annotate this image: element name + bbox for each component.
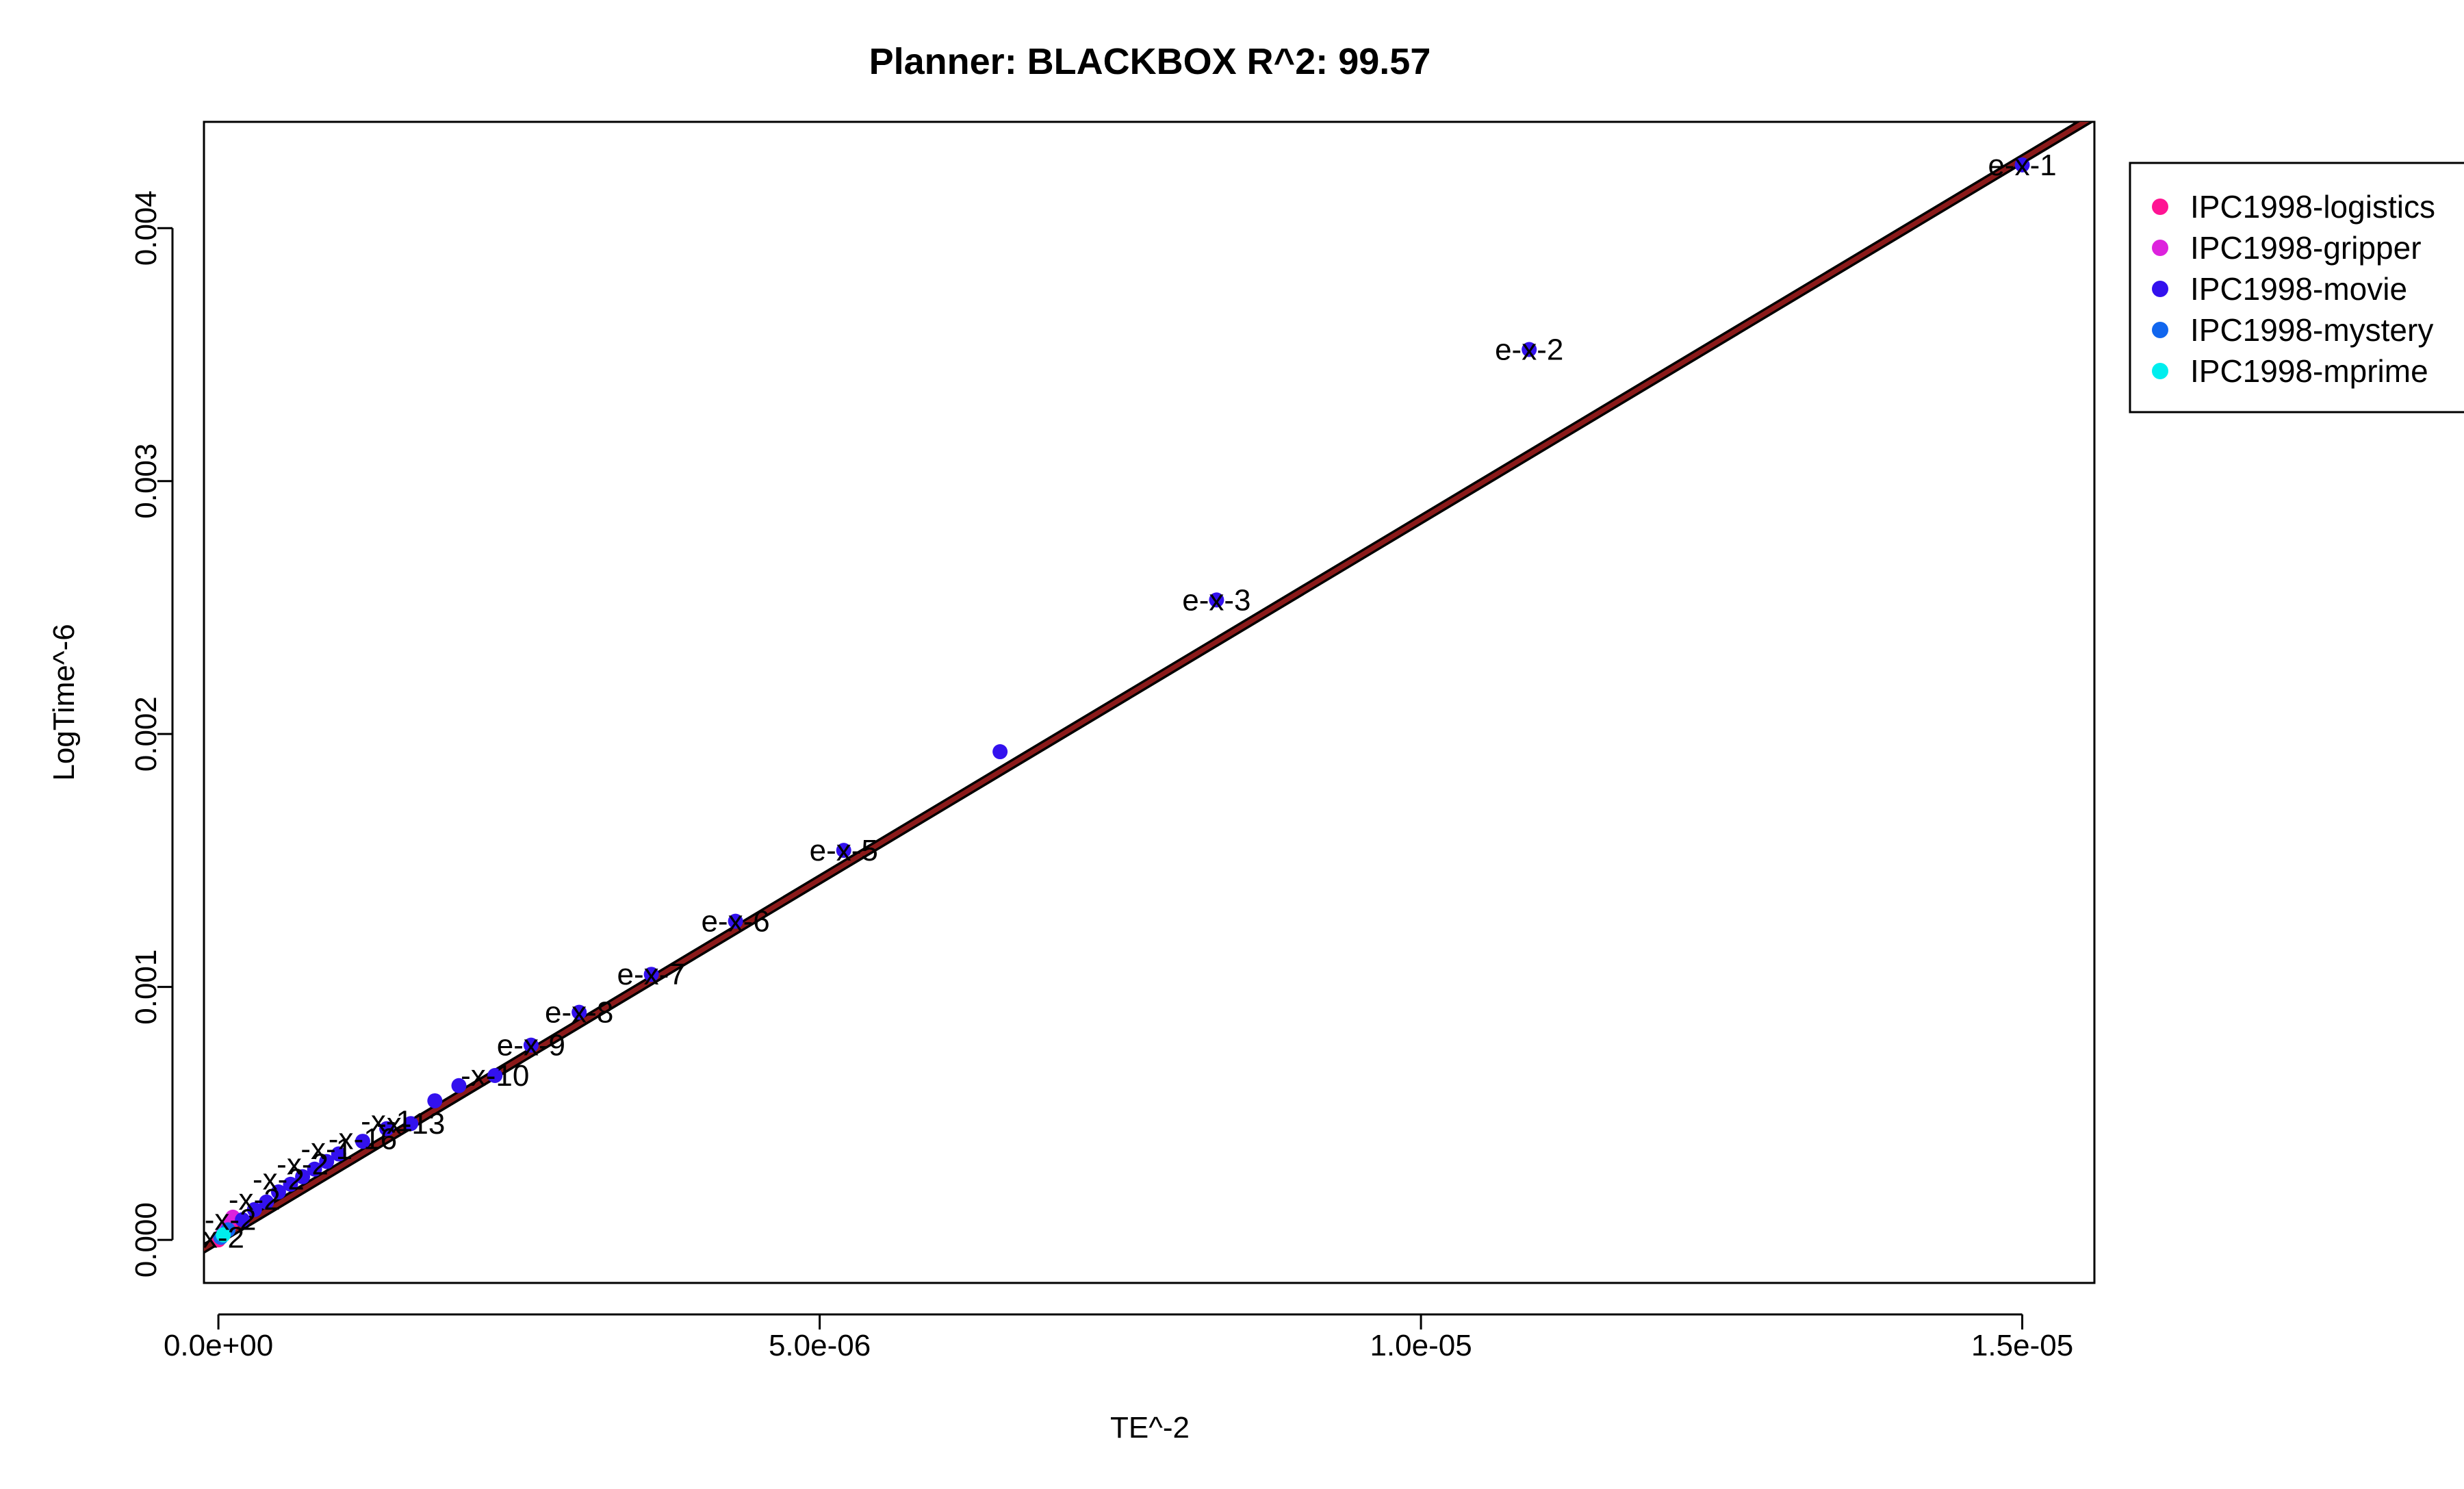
- legend-label: IPC1998-gripper: [2190, 230, 2422, 266]
- x-tick-label: 1.0e-05: [1370, 1329, 1472, 1362]
- data-point: [270, 1184, 286, 1199]
- y-axis: 0.000 0.001 0.002 0.003 0.004: [129, 190, 174, 1277]
- data-point: [643, 967, 659, 982]
- data-point: [355, 1134, 370, 1149]
- point-label: -x-1: [361, 1105, 413, 1138]
- legend-marker: [2152, 240, 2168, 256]
- x-tick-label: 1.5e-05: [1971, 1329, 2073, 1362]
- plot-frame: [203, 120, 2096, 1284]
- data-point: [487, 1068, 503, 1084]
- x-tick-label: 0.0e+00: [164, 1329, 273, 1362]
- x-tick-label: 5.0e-06: [769, 1329, 871, 1362]
- point-label: e-x-9: [497, 1029, 565, 1062]
- point-label: e-x-6: [701, 905, 769, 939]
- legend-label: IPC1998-mystery: [2190, 312, 2433, 348]
- plot-area: e-x-1 e-x-2 e-x-3 e-x-5 e-x-6 e-x-7e-x-8e-x-9…: [192, 122, 2094, 1254]
- y-tick-label: 0.003: [129, 444, 163, 519]
- data-point: [1209, 592, 1224, 608]
- data-point: [403, 1116, 419, 1132]
- legend: IPC1998-logistics IPC1998-gripper IPC1998-…: [2129, 162, 2464, 413]
- legend-label: IPC1998-mprime: [2190, 353, 2428, 389]
- data-point: [235, 1212, 251, 1227]
- legend-marker: [2152, 322, 2168, 338]
- x-axis: 0.0e+00 5.0e-06 1.0e-05 1.5e-05: [164, 1313, 2073, 1362]
- data-point: [836, 843, 851, 858]
- point-label: -x-13: [376, 1107, 445, 1141]
- x-axis-label: TE^-2: [1110, 1411, 1190, 1445]
- point-label: e-x-1: [1988, 149, 2056, 182]
- data-point: [992, 744, 1008, 760]
- data-point: [216, 1227, 231, 1243]
- legend-box: [2129, 162, 2464, 413]
- data-point: [728, 913, 743, 929]
- point-label: e-x-8: [545, 996, 613, 1030]
- data-point: [259, 1194, 274, 1210]
- data-point: [572, 1004, 587, 1020]
- legend-label: IPC1998-logistics: [2190, 189, 2435, 225]
- point-label: -x-2: [253, 1163, 305, 1197]
- point-label: -x-16: [329, 1122, 397, 1156]
- data-point: [283, 1176, 298, 1192]
- point-label: -x-2: [277, 1147, 329, 1181]
- data-point: [379, 1121, 395, 1136]
- legend-label: IPC1998-movie: [2190, 271, 2407, 307]
- data-point: [319, 1154, 335, 1169]
- point-label: -x-2: [205, 1204, 257, 1237]
- y-tick-label: 0.000: [129, 1202, 163, 1277]
- point-label: e-x-5: [810, 834, 878, 867]
- point-label: e-x-7: [617, 958, 685, 991]
- y-tick-label: 0.001: [129, 950, 163, 1025]
- point-label: -x-2: [192, 1221, 244, 1254]
- data-point: [1522, 342, 1537, 357]
- y-tick-label: 0.004: [129, 190, 163, 266]
- data-point: [427, 1093, 443, 1108]
- y-tick-label: 0.002: [129, 696, 163, 772]
- legend-marker: [2152, 363, 2168, 379]
- legend-marker: [2152, 281, 2168, 297]
- point-label: -x-1: [300, 1132, 352, 1166]
- data-point: [451, 1078, 467, 1093]
- point-label: e-x-2: [1495, 333, 1563, 367]
- data-point: [331, 1146, 346, 1162]
- point-label: e-x-3: [1182, 583, 1250, 617]
- point-label: -x-2: [229, 1183, 281, 1217]
- data-point: [246, 1201, 262, 1217]
- y-axis-label: LogTime^-6: [47, 624, 81, 780]
- fit-line: [204, 122, 2090, 1251]
- data-point: [2014, 157, 2030, 173]
- legend-marker: [2152, 199, 2168, 215]
- data-point: [307, 1161, 322, 1177]
- chart-title: Planner: BLACKBOX R^2: 99.57: [869, 41, 1431, 82]
- data-point: [523, 1037, 539, 1053]
- data-point: [295, 1169, 311, 1184]
- point-label: -x-10: [461, 1059, 529, 1093]
